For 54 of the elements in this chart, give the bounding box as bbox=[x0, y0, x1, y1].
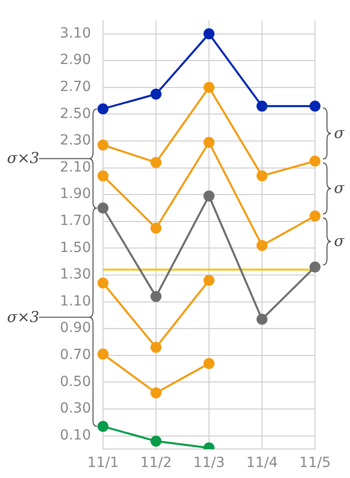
point bbox=[150, 342, 162, 353]
point bbox=[98, 140, 108, 151]
point bbox=[204, 358, 214, 369]
point bbox=[98, 103, 108, 114]
point bbox=[310, 156, 320, 167]
point bbox=[310, 261, 320, 272]
point bbox=[98, 170, 108, 182]
point bbox=[98, 348, 108, 360]
point bbox=[98, 278, 108, 289]
y-tick-label: 0.70 bbox=[60, 347, 91, 364]
point bbox=[98, 420, 108, 432]
point bbox=[150, 290, 162, 302]
point bbox=[256, 100, 268, 112]
point bbox=[150, 222, 162, 234]
point bbox=[150, 436, 162, 447]
y-tick-label: 2.70 bbox=[60, 79, 91, 96]
point bbox=[310, 100, 320, 112]
x-tick-label: 11/1 bbox=[87, 455, 119, 472]
point bbox=[204, 274, 214, 286]
text: σ×3 bbox=[7, 148, 40, 167]
y-tick-label: 0.30 bbox=[60, 400, 91, 417]
text: σ×3 bbox=[7, 308, 40, 326]
y-tick-label: 1.10 bbox=[60, 293, 91, 310]
y-tick-label: 1.90 bbox=[60, 186, 91, 202]
y-tick-label: 1.30 bbox=[60, 266, 91, 283]
y-tick-label: 0.90 bbox=[60, 320, 91, 336]
y-tick-label: 0.50 bbox=[60, 374, 91, 390]
y-tick-label: 2.10 bbox=[60, 159, 91, 176]
text: σ bbox=[334, 179, 344, 198]
y-tick-label: 2.90 bbox=[60, 52, 91, 68]
x-tick-label: 11/5 bbox=[299, 455, 331, 472]
point bbox=[204, 28, 214, 40]
y-tick-label: 1.70 bbox=[60, 213, 91, 230]
point bbox=[150, 88, 162, 100]
point bbox=[256, 314, 268, 325]
point bbox=[310, 210, 320, 222]
x-tick-label: 11/4 bbox=[246, 455, 278, 472]
x-tick-label: 11/3 bbox=[193, 455, 225, 472]
point bbox=[98, 202, 108, 214]
point bbox=[150, 387, 162, 398]
text: σ bbox=[334, 232, 344, 250]
x-tick-label: 11/2 bbox=[140, 455, 172, 472]
y-tick-label: 1.50 bbox=[60, 240, 91, 256]
y-tick-label: 2.50 bbox=[60, 106, 91, 122]
point bbox=[256, 240, 268, 252]
y-tick-label: 3.10 bbox=[60, 25, 91, 42]
point bbox=[256, 170, 268, 182]
y-tick-label: 0.10 bbox=[60, 427, 91, 444]
point bbox=[204, 82, 214, 93]
point bbox=[204, 190, 214, 202]
text: σ bbox=[334, 124, 344, 142]
y-tick-label: 2.30 bbox=[60, 132, 91, 149]
point bbox=[204, 136, 214, 148]
point bbox=[150, 156, 162, 168]
